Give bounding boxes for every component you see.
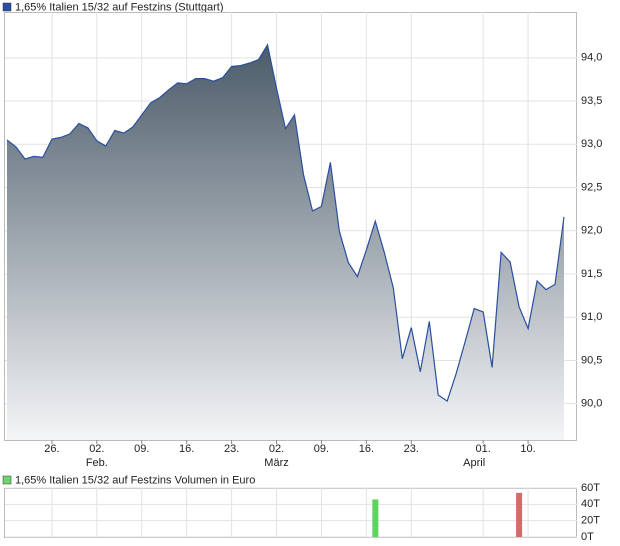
x-tick-label: 16. [359,443,374,455]
y-tick-label: 60T [581,482,600,494]
legend-swatch [2,2,12,12]
y-tick-label: 40T [581,498,600,510]
x-tick-label: 01. [476,443,491,455]
y-tick-label: 94,0 [581,52,602,64]
x-month-label: Feb. [86,457,108,469]
legend-swatch [2,475,12,485]
chart-title: 1,65% Italien 15/32 auf Festzins (Stuttg… [15,1,224,13]
x-month-label: April [463,457,485,469]
y-tick-label: 0T [581,531,594,543]
x-tick-label: 02. [89,443,104,455]
x-tick-label: 02. [269,443,284,455]
x-tick-label: 23. [224,443,239,455]
x-month-label: März [264,457,288,469]
area-fill [7,44,564,441]
x-tick-label: 16. [179,443,194,455]
y-tick-label: 93,0 [581,138,602,150]
x-tick-label: 09. [314,443,329,455]
y-tick-label: 92,0 [581,225,602,237]
y-tick-label: 91,5 [581,268,602,280]
y-tick-label: 91,0 [581,311,602,323]
volume-bar [372,499,379,537]
y-tick-label: 90,5 [581,354,602,366]
volume-bar [516,492,523,537]
chart-title: 1,65% Italien 15/32 auf Festzins Volumen… [15,474,255,486]
y-tick-label: 93,5 [581,95,602,107]
plot-frame [4,488,577,538]
x-tick-label: 09. [134,443,149,455]
plot-frame [4,12,577,441]
x-tick-label: 23. [404,443,419,455]
price-line [6,43,565,403]
y-tick-label: 92,5 [581,181,602,193]
x-tick-label: 26. [44,443,59,455]
y-tick-label: 90,0 [581,398,602,410]
x-tick-label: 10. [520,443,535,455]
y-tick-label: 20T [581,515,600,527]
